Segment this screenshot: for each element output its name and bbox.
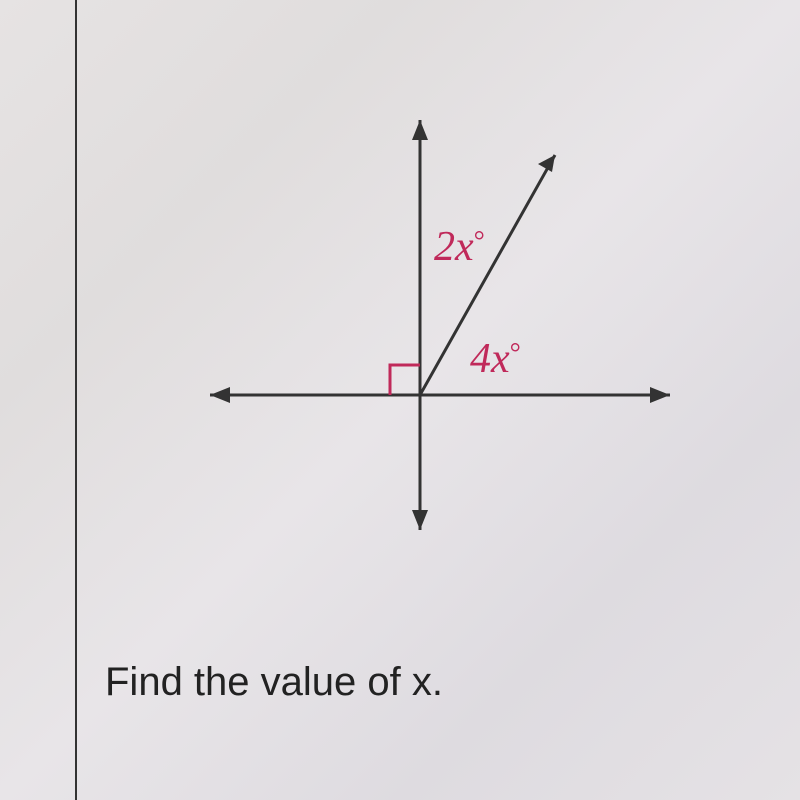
- angle-label-2x: 2x°: [434, 224, 485, 270]
- label-4x-coef: 4: [470, 336, 491, 382]
- left-divider-line: [75, 0, 77, 800]
- left-arrowhead-icon: [210, 387, 230, 403]
- down-arrowhead-icon: [412, 510, 428, 530]
- diagram-svg: 2x° 4x°: [140, 60, 700, 560]
- right-angle-marker: [390, 365, 420, 395]
- up-arrowhead-icon: [412, 120, 428, 140]
- label-2x-coef: 2: [434, 224, 455, 270]
- label-2x-var: x: [454, 224, 474, 270]
- angle-label-4x: 4x°: [470, 336, 521, 382]
- question-text: Find the value of x.: [105, 660, 443, 705]
- label-4x-deg: °: [510, 338, 521, 369]
- right-arrowhead-icon: [650, 387, 670, 403]
- label-2x-deg: °: [474, 226, 485, 257]
- geometry-diagram: 2x° 4x°: [140, 60, 700, 560]
- label-4x-var: x: [490, 336, 510, 382]
